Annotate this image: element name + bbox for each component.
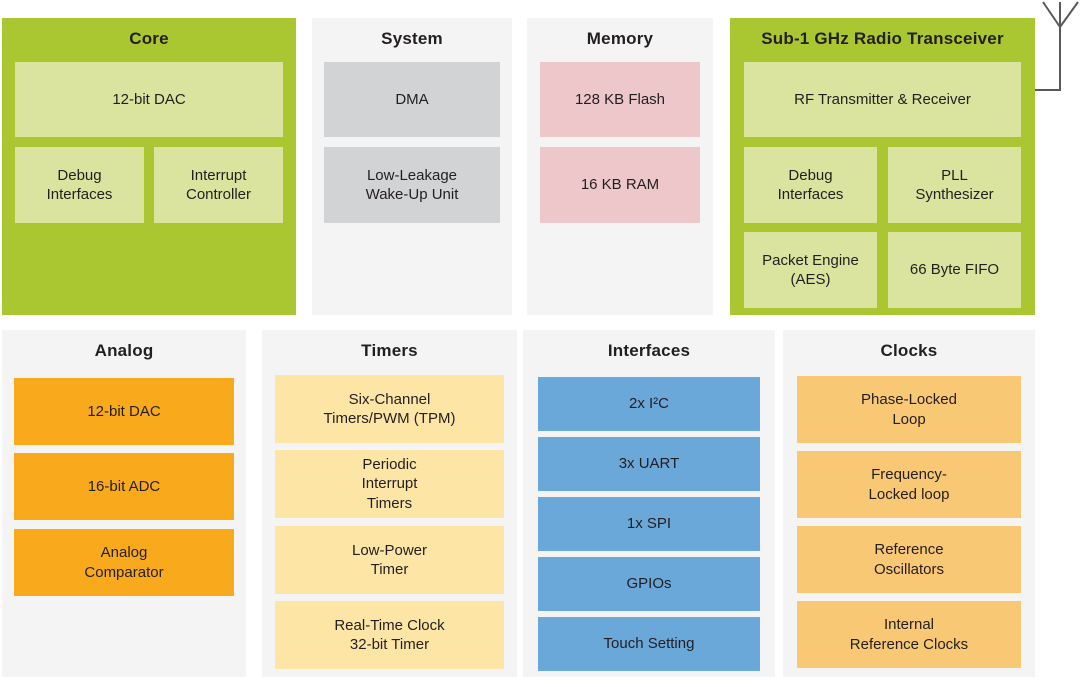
block-system-dma: DMA bbox=[324, 62, 500, 137]
block-radio-debug-interfaces: Debug Interfaces bbox=[744, 147, 877, 223]
block-clocks-reference-oscillators: Reference Oscillators bbox=[797, 526, 1021, 593]
block-core-debug-interfaces: Debug Interfaces bbox=[15, 147, 144, 223]
block-system-llwu: Low-Leakage Wake-Up Unit bbox=[324, 147, 500, 223]
block-clocks-fll: Frequency- Locked loop bbox=[797, 451, 1021, 518]
block-timers-rtc: Real-Time Clock 32-bit Timer bbox=[275, 601, 504, 669]
panel-timers: Timers Six-Channel Timers/PWM (TPM) Peri… bbox=[262, 330, 517, 677]
panel-memory: Memory 128 KB Flash 16 KB RAM bbox=[527, 18, 713, 315]
panel-system: System DMA Low-Leakage Wake-Up Unit bbox=[312, 18, 512, 315]
panel-system-title: System bbox=[381, 29, 443, 48]
block-memory-ram: 16 KB RAM bbox=[540, 147, 700, 223]
block-timers-tpm: Six-Channel Timers/PWM (TPM) bbox=[275, 375, 504, 443]
block-clocks-internal-reference-clocks: Internal Reference Clocks bbox=[797, 601, 1021, 668]
block-radio-fifo: 66 Byte FIFO bbox=[888, 232, 1021, 308]
panel-core: Core 12-bit DAC Debug Interfaces Interru… bbox=[2, 18, 296, 315]
block-interfaces-uart: 3x UART bbox=[538, 437, 760, 491]
panel-memory-title: Memory bbox=[586, 29, 654, 48]
block-analog-12bit-dac: 12-bit DAC bbox=[14, 378, 234, 445]
block-memory-flash: 128 KB Flash bbox=[540, 62, 700, 137]
panel-core-title: Core bbox=[129, 29, 169, 48]
antenna-icon bbox=[1035, 1, 1079, 91]
panel-interfaces: Interfaces 2x I²C 3x UART 1x SPI GPIOs T… bbox=[523, 330, 775, 677]
block-interfaces-i2c: 2x I²C bbox=[538, 377, 760, 431]
block-radio-packet-engine: Packet Engine (AES) bbox=[744, 232, 877, 308]
block-timers-pit: Periodic Interrupt Timers bbox=[275, 450, 504, 518]
panel-analog-title: Analog bbox=[94, 341, 154, 360]
block-core-interrupt-controller: Interrupt Controller bbox=[154, 147, 283, 223]
panel-analog: Analog 12-bit DAC 16-bit ADC Analog Comp… bbox=[2, 330, 246, 677]
panel-timers-title: Timers bbox=[361, 341, 418, 360]
panel-clocks: Clocks Phase-Locked Loop Frequency- Lock… bbox=[783, 330, 1035, 677]
panel-radio-transceiver: Sub-1 GHz Radio Transceiver RF Transmitt… bbox=[730, 18, 1035, 315]
panel-clocks-title: Clocks bbox=[880, 341, 938, 360]
block-radio-rf-transmitter-receiver: RF Transmitter & Receiver bbox=[744, 62, 1021, 137]
block-interfaces-touch-setting: Touch Setting bbox=[538, 617, 760, 671]
block-radio-pll-synthesizer: PLL Synthesizer bbox=[888, 147, 1021, 223]
panel-radio-transceiver-title: Sub-1 GHz Radio Transceiver bbox=[761, 29, 1004, 48]
block-interfaces-gpio: GPIOs bbox=[538, 557, 760, 611]
block-core-12bit-dac: 12-bit DAC bbox=[15, 62, 283, 137]
block-timers-low-power-timer: Low-Power Timer bbox=[275, 526, 504, 594]
block-analog-16bit-adc: 16-bit ADC bbox=[14, 453, 234, 520]
block-interfaces-spi: 1x SPI bbox=[538, 497, 760, 551]
panel-interfaces-title: Interfaces bbox=[607, 341, 691, 360]
block-clocks-pll: Phase-Locked Loop bbox=[797, 376, 1021, 443]
block-analog-comparator: Analog Comparator bbox=[14, 529, 234, 596]
